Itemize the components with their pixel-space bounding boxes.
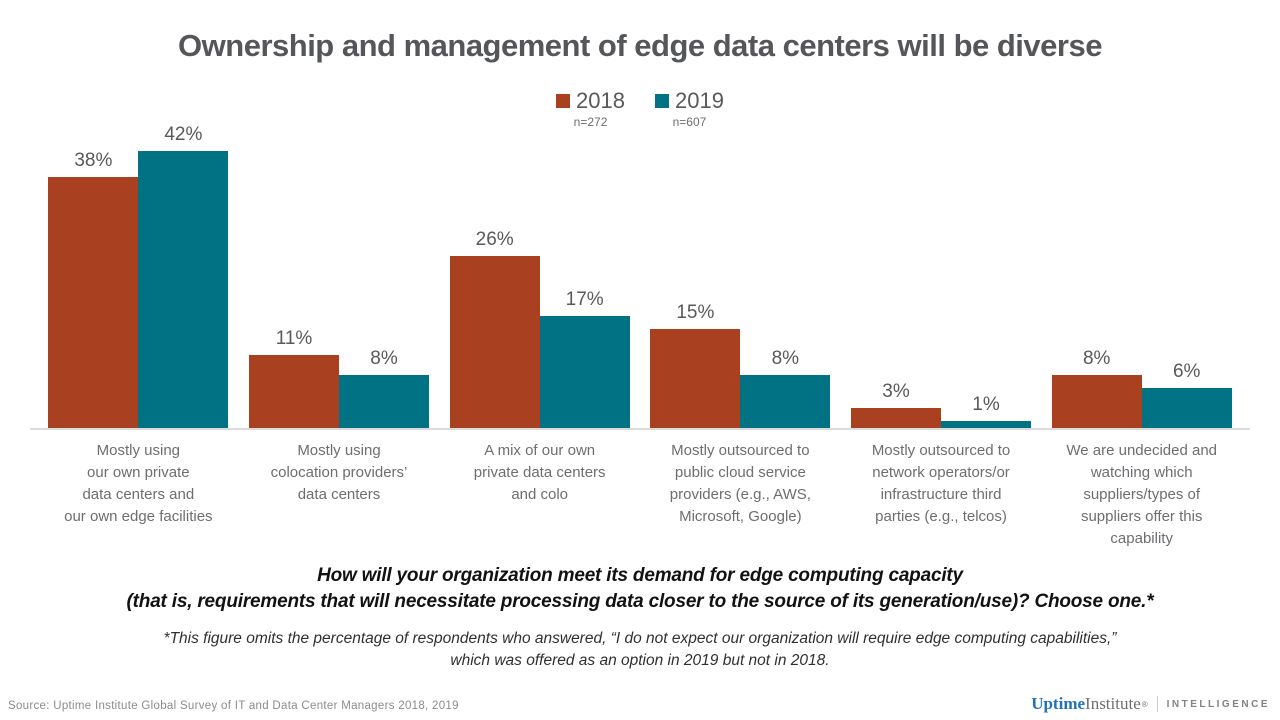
- bar-column-2019: 17%: [539, 289, 630, 428]
- bar-column-2019: 1%: [941, 394, 1032, 428]
- category-row: Mostly using our own private data center…: [30, 440, 1250, 550]
- category-label: Mostly using colocation providers’ data …: [270, 442, 408, 503]
- bar-2018: [1051, 375, 1142, 428]
- legend-label-2018: 2018: [576, 88, 625, 113]
- chart-legend: 2018 n=272 2019 n=607: [0, 88, 1280, 129]
- legend-n-2018: n=272: [573, 115, 608, 129]
- bar-group: 3% 1%: [841, 130, 1042, 428]
- legend-label-2019: 2019: [675, 88, 724, 113]
- bar-group: 38% 42%: [38, 124, 239, 428]
- bar-2018: [851, 408, 942, 428]
- uptime-intelligence-logo: Uptime Institute ® INTELLIGENCE: [1031, 694, 1270, 714]
- bar-2018: [650, 329, 741, 428]
- footnote: *This figure omits the percentage of res…: [0, 628, 1280, 672]
- category-label: Mostly outsourced to network operators/o…: [871, 442, 1011, 525]
- registered-mark-icon: ®: [1141, 699, 1148, 709]
- bar-value-label: 3%: [882, 381, 910, 402]
- category-label: We are undecided and watching which supp…: [1066, 442, 1218, 547]
- page-title: Ownership and management of edge data ce…: [178, 28, 1102, 63]
- bar-value-label: 38%: [74, 150, 113, 171]
- bar-value-label: 26%: [475, 229, 514, 250]
- bar-column-2019: 8%: [740, 348, 831, 428]
- footnote-line1: *This figure omits the percentage of res…: [163, 630, 1117, 647]
- bar-column-2019: 42%: [138, 124, 229, 428]
- bar-value-label: 8%: [771, 348, 800, 369]
- logo-divider: [1156, 696, 1158, 712]
- bar-2018: [48, 177, 139, 428]
- survey-question-line1: How will your organization meet its dema…: [317, 565, 963, 586]
- bar-value-label: 15%: [676, 302, 715, 323]
- bar-chart: 38% 42% 11% 8% 26% 17% 15% 8% 3% 1% 8% 6% Mostly us…: [30, 124, 1250, 550]
- bar-group: 11% 8%: [239, 130, 440, 428]
- legend-swatch-2018-icon: [556, 94, 571, 108]
- bar-column-2018: 8%: [1051, 348, 1142, 428]
- logo-institute-text: Institute: [1085, 694, 1141, 713]
- bar-value-label: 8%: [1082, 348, 1111, 369]
- legend-item-2019: 2019 n=607: [655, 88, 724, 129]
- bar-column-2019: 6%: [1141, 361, 1232, 428]
- category-label: Mostly using our own private data center…: [64, 442, 213, 525]
- category-label: A mix of our own private data centers an…: [473, 442, 606, 503]
- legend-n-2019: n=607: [672, 115, 707, 129]
- bar-2019: [539, 316, 630, 428]
- legend-swatch-2019-icon: [655, 94, 669, 108]
- bar-value-label: 11%: [275, 328, 313, 349]
- bar-value-label: 8%: [370, 348, 398, 369]
- legend-item-2018: 2018 n=272: [556, 88, 625, 129]
- bar-group: 26% 17%: [439, 130, 640, 428]
- bar-value-label: 1%: [972, 394, 1000, 415]
- bar-column-2018: 11%: [249, 328, 339, 428]
- bar-value-label: 17%: [565, 289, 604, 310]
- plot: 38% 42% 11% 8% 26% 17% 15% 8% 3% 1% 8% 6%: [30, 124, 1250, 430]
- bar-column-2018: 26%: [449, 229, 540, 428]
- bar-column-2018: 15%: [650, 302, 741, 428]
- bar-2019: [1141, 388, 1232, 428]
- bar-2019: [339, 375, 429, 428]
- category-label: Mostly outsourced to public cloud servic…: [669, 442, 811, 525]
- bar-group: 8% 6%: [1041, 130, 1242, 428]
- logo-uptime-text: Uptime: [1031, 694, 1086, 713]
- logo-intelligence-text: INTELLIGENCE: [1166, 698, 1270, 710]
- bar-column-2019: 8%: [339, 348, 429, 428]
- footnote-line2: which was offered as an option in 2019 b…: [450, 652, 830, 669]
- bar-column-2018: 3%: [851, 381, 942, 428]
- bar-value-label: 6%: [1172, 361, 1201, 382]
- bar-2019: [941, 421, 1032, 428]
- survey-question: How will your organization meet its dema…: [0, 563, 1280, 615]
- bar-2018: [249, 355, 339, 428]
- source-text: Source: Uptime Institute Global Survey o…: [8, 700, 459, 712]
- bar-value-label: 42%: [164, 124, 203, 145]
- bar-2019: [740, 375, 831, 428]
- survey-question-line2: (that is, requirements that will necessi…: [126, 591, 1154, 612]
- bar-2019: [138, 151, 229, 428]
- bar-group: 15% 8%: [640, 130, 841, 428]
- bar-2018: [449, 256, 540, 428]
- bar-column-2018: 38%: [48, 150, 139, 428]
